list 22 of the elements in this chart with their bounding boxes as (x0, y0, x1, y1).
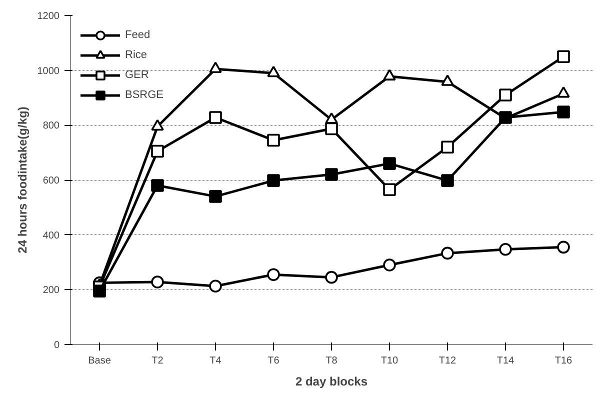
legend-label: BSRGE (125, 89, 164, 101)
legend-label: GER (125, 69, 149, 81)
x-axis-title: 2 day blocks (295, 374, 368, 388)
x-tick-label: T8 (326, 356, 338, 366)
x-tick-label: T10 (380, 356, 399, 366)
y-tick-label: 1000 (37, 66, 60, 77)
x-tick-label: T4 (210, 356, 222, 366)
y-tick-label: 0 (54, 340, 60, 351)
y-tick-label: 600 (42, 176, 60, 186)
x-tick-label: T2 (152, 356, 164, 366)
y-axis-title: 24 hours foodintake(g/kg) (15, 106, 30, 254)
x-tick-label: T6 (268, 356, 280, 366)
x-tick-label: T16 (554, 356, 573, 366)
legend-label: Feed (125, 29, 150, 41)
y-tick-label: 1200 (37, 11, 60, 22)
x-tick-label: T14 (496, 356, 515, 366)
y-tick-label: 200 (42, 285, 60, 296)
y-tick-label: 800 (42, 120, 60, 132)
x-tick-label: T12 (438, 356, 457, 366)
y-tick-label: 400 (42, 230, 60, 242)
x-tick-label: Base (88, 356, 112, 366)
legend-label: Rice (125, 49, 148, 61)
